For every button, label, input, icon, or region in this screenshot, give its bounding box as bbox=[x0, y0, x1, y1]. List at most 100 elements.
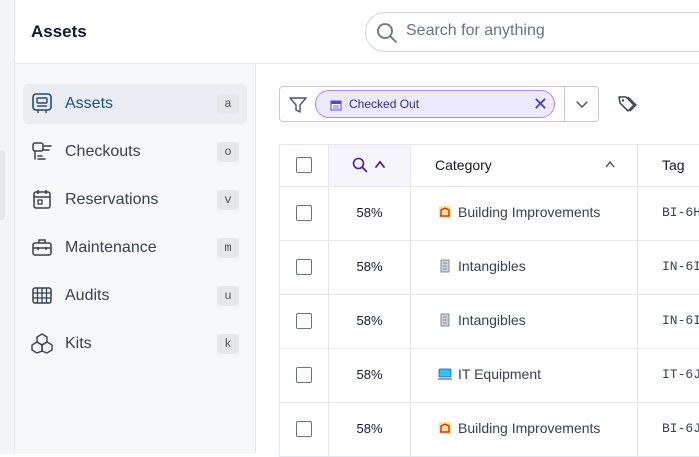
filter-icon bbox=[289, 97, 307, 113]
it-equipment-icon bbox=[438, 368, 452, 380]
row-checkbox[interactable] bbox=[296, 205, 312, 221]
sidebar-item-assets[interactable]: Assets a bbox=[23, 84, 247, 124]
filter-bar[interactable]: Checked Out ✕ bbox=[279, 86, 599, 122]
column-header-tag: Tag bbox=[662, 157, 685, 173]
building-improvements-icon bbox=[439, 422, 451, 434]
kits-icon bbox=[31, 333, 53, 354]
sidebar-item-label: Maintenance bbox=[65, 239, 157, 256]
sidebar-item-kits[interactable]: Kits k bbox=[23, 324, 247, 364]
chevron-up-icon bbox=[375, 160, 385, 168]
header-category[interactable]: Category bbox=[411, 145, 638, 186]
category-label: IT Equipment bbox=[458, 366, 542, 382]
sidebar-item-label: Reservations bbox=[65, 191, 159, 208]
row-checkbox-cell bbox=[280, 241, 329, 294]
remove-filter-icon[interactable]: ✕ bbox=[532, 94, 548, 114]
row-checkbox-cell bbox=[280, 349, 329, 402]
search-icon bbox=[352, 157, 368, 173]
header-checkbox-cell bbox=[280, 145, 329, 186]
row-checkbox-cell bbox=[280, 187, 329, 240]
category-cell: Building Improvements bbox=[411, 187, 638, 240]
row-checkbox[interactable] bbox=[296, 259, 312, 275]
column-header-category: Category bbox=[435, 157, 492, 173]
tag-cell: BI-6J bbox=[638, 403, 699, 456]
percent-cell: 58% bbox=[329, 295, 411, 348]
search-icon bbox=[377, 23, 397, 43]
shortcut-key: v bbox=[217, 190, 239, 210]
tag-cell: IN-6I bbox=[638, 241, 699, 294]
top-bar: Assets bbox=[15, 0, 699, 64]
percent-value: 58% bbox=[356, 259, 383, 274]
assets-icon bbox=[32, 93, 52, 113]
search-input[interactable] bbox=[404, 21, 698, 41]
select-all-checkbox[interactable] bbox=[296, 157, 312, 173]
intangibles-icon bbox=[440, 313, 450, 327]
percent-cell: 58% bbox=[329, 187, 411, 240]
category-cell: Building Improvements bbox=[411, 403, 638, 456]
global-search[interactable] bbox=[365, 12, 699, 52]
filter-chip-label: Checked Out bbox=[349, 97, 420, 111]
table-row[interactable]: 58% Building Improvements BI-6J bbox=[280, 403, 699, 457]
sidebar-item-maintenance[interactable]: Maintenance m bbox=[23, 228, 247, 268]
divider bbox=[564, 87, 565, 121]
shortcut-key: k bbox=[217, 334, 239, 354]
sidebar-item-audits[interactable]: Audits u bbox=[23, 276, 247, 316]
category-label: Intangibles bbox=[458, 258, 526, 274]
sidebar-item-label: Audits bbox=[65, 287, 110, 304]
shortcut-key: o bbox=[217, 142, 239, 162]
intangibles-icon bbox=[440, 259, 450, 273]
percent-value: 58% bbox=[356, 367, 383, 382]
row-checkbox[interactable] bbox=[296, 367, 312, 383]
category-cell: Intangibles bbox=[411, 241, 638, 294]
sidebar-item-reservations[interactable]: Reservations v bbox=[23, 180, 247, 220]
category-cell: Intangibles bbox=[411, 295, 638, 348]
page-title: Assets bbox=[31, 22, 87, 41]
table-row[interactable]: 58% IT Equipment IT-6J bbox=[280, 349, 699, 403]
table-header-row: Category Tag bbox=[280, 145, 699, 187]
table-row[interactable]: 58% Intangibles IN-6I bbox=[280, 295, 699, 349]
shortcut-key: u bbox=[217, 286, 239, 306]
percent-value: 58% bbox=[356, 421, 383, 436]
audits-icon bbox=[32, 287, 52, 304]
category-label: Building Improvements bbox=[458, 420, 601, 436]
row-checkbox-cell bbox=[280, 295, 329, 348]
sidebar-item-checkouts[interactable]: Checkouts o bbox=[23, 132, 247, 172]
row-checkbox[interactable] bbox=[296, 313, 312, 329]
filter-chip-checked-out[interactable]: Checked Out ✕ bbox=[315, 90, 555, 118]
tag-cell: BI-6H bbox=[638, 187, 699, 240]
percent-cell: 58% bbox=[329, 349, 411, 402]
tag-icon[interactable] bbox=[617, 94, 637, 114]
percent-cell: 58% bbox=[329, 403, 411, 456]
tag-cell: IN-6I bbox=[638, 295, 699, 348]
main-content: Checked Out ✕ Category Tag 58% bbox=[256, 64, 699, 457]
header-tag[interactable]: Tag bbox=[638, 145, 699, 186]
percent-value: 58% bbox=[356, 313, 383, 328]
sidebar-item-label: Assets bbox=[65, 95, 114, 112]
category-label: Intangibles bbox=[458, 312, 526, 328]
checkouts-icon bbox=[32, 142, 52, 160]
category-cell: IT Equipment bbox=[411, 349, 638, 402]
app-rail bbox=[0, 0, 15, 454]
sidebar-item-label: Kits bbox=[65, 335, 92, 352]
sidebar-item-label: Checkouts bbox=[65, 143, 141, 160]
shortcut-key: a bbox=[217, 94, 239, 114]
table-row[interactable]: 58% Intangibles IN-6I bbox=[280, 241, 699, 295]
tag-value: IT-6J bbox=[662, 367, 699, 382]
shortcut-key: m bbox=[217, 238, 239, 258]
chevron-down-icon[interactable] bbox=[575, 97, 589, 111]
row-checkbox-cell bbox=[280, 403, 329, 456]
table-row[interactable]: 58% Building Improvements BI-6H bbox=[280, 187, 699, 241]
category-label: Building Improvements bbox=[458, 204, 601, 220]
chevron-up-icon[interactable] bbox=[605, 160, 615, 168]
maintenance-icon bbox=[32, 239, 52, 256]
rail-handle[interactable] bbox=[0, 150, 5, 220]
header-search-sort[interactable] bbox=[329, 145, 411, 186]
tag-value: IN-6I bbox=[662, 313, 699, 328]
tag-value: IN-6I bbox=[662, 259, 699, 274]
row-checkbox[interactable] bbox=[296, 421, 312, 437]
tag-cell: IT-6J bbox=[638, 349, 699, 402]
tag-value: BI-6J bbox=[662, 421, 699, 436]
reservations-icon bbox=[33, 190, 51, 209]
calendar-icon bbox=[330, 100, 342, 111]
tag-value: BI-6H bbox=[662, 205, 699, 220]
assets-table: Category Tag 58% Building Improvements B… bbox=[279, 144, 699, 457]
